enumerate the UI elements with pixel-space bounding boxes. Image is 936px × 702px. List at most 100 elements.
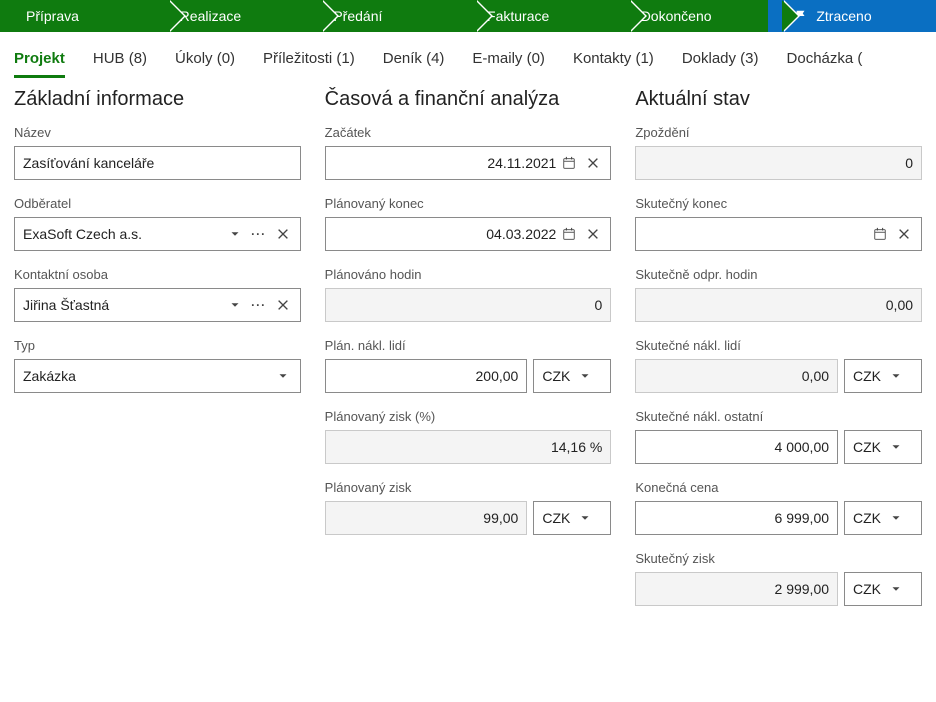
label-customer: Odběratel — [14, 196, 301, 211]
calendar-icon[interactable] — [560, 154, 578, 172]
contact-value: Jiřina Šťastná — [23, 297, 222, 313]
stage-item[interactable]: Příprava — [0, 0, 168, 32]
stage-label: Fakturace — [487, 8, 549, 24]
stage-label: Realizace — [180, 8, 241, 24]
field-contact: Kontaktní osoba Jiřina Šťastná ··· — [14, 267, 301, 322]
planned-end-date-input[interactable]: 04.03.2022 — [325, 217, 612, 251]
actual-end-date-input[interactable] — [635, 217, 922, 251]
section-title-timefin: Časová a finanční analýza — [325, 88, 612, 111]
more-icon[interactable]: ··· — [250, 225, 268, 243]
tab-item[interactable]: Deník (4) — [383, 50, 445, 78]
label-actual-end: Skutečný konec — [635, 196, 922, 211]
close-icon[interactable] — [584, 154, 602, 172]
chevron-down-icon[interactable] — [226, 296, 244, 314]
planned-end-value: 04.03.2022 — [334, 226, 557, 242]
chevron-down-icon[interactable] — [226, 225, 244, 243]
field-planned-profit-pct: Plánovaný zisk (%) 14,16 % — [325, 409, 612, 464]
label-planned-profit: Plánovaný zisk — [325, 480, 612, 495]
chevron-down-icon[interactable] — [274, 367, 292, 385]
close-icon[interactable] — [274, 225, 292, 243]
tab-bar: Projekt HUB (8) Úkoly (0) Příležitosti (1) D… — [0, 32, 936, 78]
name-input[interactable]: Zasíťování kanceláře — [14, 146, 301, 180]
field-name: Název Zasíťování kanceláře — [14, 125, 301, 180]
col-actual-state: Aktuální stav Zpoždění 0 Skutečný konec … — [635, 88, 922, 622]
currency-select[interactable]: CZK — [533, 501, 611, 535]
field-actual-end: Skutečný konec — [635, 196, 922, 251]
stage-label: Ztraceno — [816, 8, 871, 24]
planned-hours-value: 0 — [325, 288, 612, 322]
label-actual-other-cost: Skutečné nákl. ostatní — [635, 409, 922, 424]
field-final-price: Konečná cena 6 999,00 CZK — [635, 480, 922, 535]
delay-value: 0 — [635, 146, 922, 180]
label-contact: Kontaktní osoba — [14, 267, 301, 282]
label-final-price: Konečná cena — [635, 480, 922, 495]
field-type: Typ Zakázka — [14, 338, 301, 393]
actual-people-cost-value: 0,00 — [635, 359, 838, 393]
final-price-input[interactable]: 6 999,00 — [635, 501, 838, 535]
tab-item[interactable]: Kontakty (1) — [573, 50, 654, 78]
stage-label: Příprava — [26, 8, 79, 24]
label-planned-profit-pct: Plánovaný zisk (%) — [325, 409, 612, 424]
type-value: Zakázka — [23, 368, 270, 384]
type-select[interactable]: Zakázka — [14, 359, 301, 393]
field-actual-hours: Skutečně odpr. hodin 0,00 — [635, 267, 922, 322]
tab-item[interactable]: Příležitosti (1) — [263, 50, 355, 78]
calendar-icon[interactable] — [560, 225, 578, 243]
stage-label: Dokončeno — [641, 8, 712, 24]
close-icon[interactable] — [274, 296, 292, 314]
more-icon[interactable]: ··· — [250, 296, 268, 314]
field-actual-other-cost: Skutečné nákl. ostatní 4 000,00 CZK — [635, 409, 922, 464]
field-actual-people-cost: Skutečné nákl. lidí 0,00 CZK — [635, 338, 922, 393]
currency-select[interactable]: CZK — [844, 501, 922, 535]
chevron-down-icon — [576, 367, 594, 385]
field-customer: Odběratel ExaSoft Czech a.s. ··· — [14, 196, 301, 251]
currency-select[interactable]: CZK — [844, 359, 922, 393]
field-delay: Zpoždění 0 — [635, 125, 922, 180]
contact-input[interactable]: Jiřina Šťastná ··· — [14, 288, 301, 322]
close-icon[interactable] — [895, 225, 913, 243]
actual-other-cost-input[interactable]: 4 000,00 — [635, 430, 838, 464]
customer-input[interactable]: ExaSoft Czech a.s. ··· — [14, 217, 301, 251]
close-icon[interactable] — [584, 225, 602, 243]
tab-item[interactable]: HUB (8) — [93, 50, 147, 78]
currency-select[interactable]: CZK — [844, 572, 922, 606]
label-type: Typ — [14, 338, 301, 353]
planned-profit-value: 99,00 — [325, 501, 528, 535]
field-planned-end: Plánovaný konec 04.03.2022 — [325, 196, 612, 251]
section-title-actual: Aktuální stav — [635, 88, 922, 111]
planned-people-cost-input[interactable]: 200,00 — [325, 359, 528, 393]
calendar-icon[interactable] — [871, 225, 889, 243]
label-planned-hours: Plánováno hodin — [325, 267, 612, 282]
chevron-down-icon — [887, 367, 905, 385]
planned-profit-pct-value: 14,16 % — [325, 430, 612, 464]
tab-item[interactable]: Doklady (3) — [682, 50, 759, 78]
stage-bar: Příprava Realizace Předání Fakturace Dokonče… — [0, 0, 936, 32]
field-start: Začátek 24.11.2021 — [325, 125, 612, 180]
field-planned-profit: Plánovaný zisk 99,00 CZK — [325, 480, 612, 535]
start-value: 24.11.2021 — [334, 155, 557, 171]
tab-item[interactable]: E-maily (0) — [472, 50, 545, 78]
currency-select[interactable]: CZK — [533, 359, 611, 393]
tab-item[interactable]: Docházka ( — [787, 50, 863, 78]
currency-select[interactable]: CZK — [844, 430, 922, 464]
label-actual-people-cost: Skutečné nákl. lidí — [635, 338, 922, 353]
label-planned-end: Plánovaný konec — [325, 196, 612, 211]
section-title-basic: Základní informace — [14, 88, 301, 111]
chevron-down-icon — [576, 509, 594, 527]
label-actual-profit: Skutečný zisk — [635, 551, 922, 566]
field-actual-profit: Skutečný zisk 2 999,00 CZK — [635, 551, 922, 606]
chevron-down-icon — [887, 509, 905, 527]
start-date-input[interactable]: 24.11.2021 — [325, 146, 612, 180]
label-planned-people-cost: Plán. nákl. lidí — [325, 338, 612, 353]
field-planned-people-cost: Plán. nákl. lidí 200,00 CZK — [325, 338, 612, 393]
actual-profit-value: 2 999,00 — [635, 572, 838, 606]
tab-item[interactable]: Projekt — [14, 50, 65, 78]
label-start: Začátek — [325, 125, 612, 140]
field-planned-hours: Plánováno hodin 0 — [325, 267, 612, 322]
col-time-finance: Časová a finanční analýza Začátek 24.11.… — [325, 88, 612, 622]
name-value: Zasíťování kanceláře — [23, 155, 292, 171]
stage-label: Předání — [333, 8, 382, 24]
tab-item[interactable]: Úkoly (0) — [175, 50, 235, 78]
form: Základní informace Název Zasíťování kanc… — [0, 78, 936, 652]
chevron-down-icon — [887, 580, 905, 598]
